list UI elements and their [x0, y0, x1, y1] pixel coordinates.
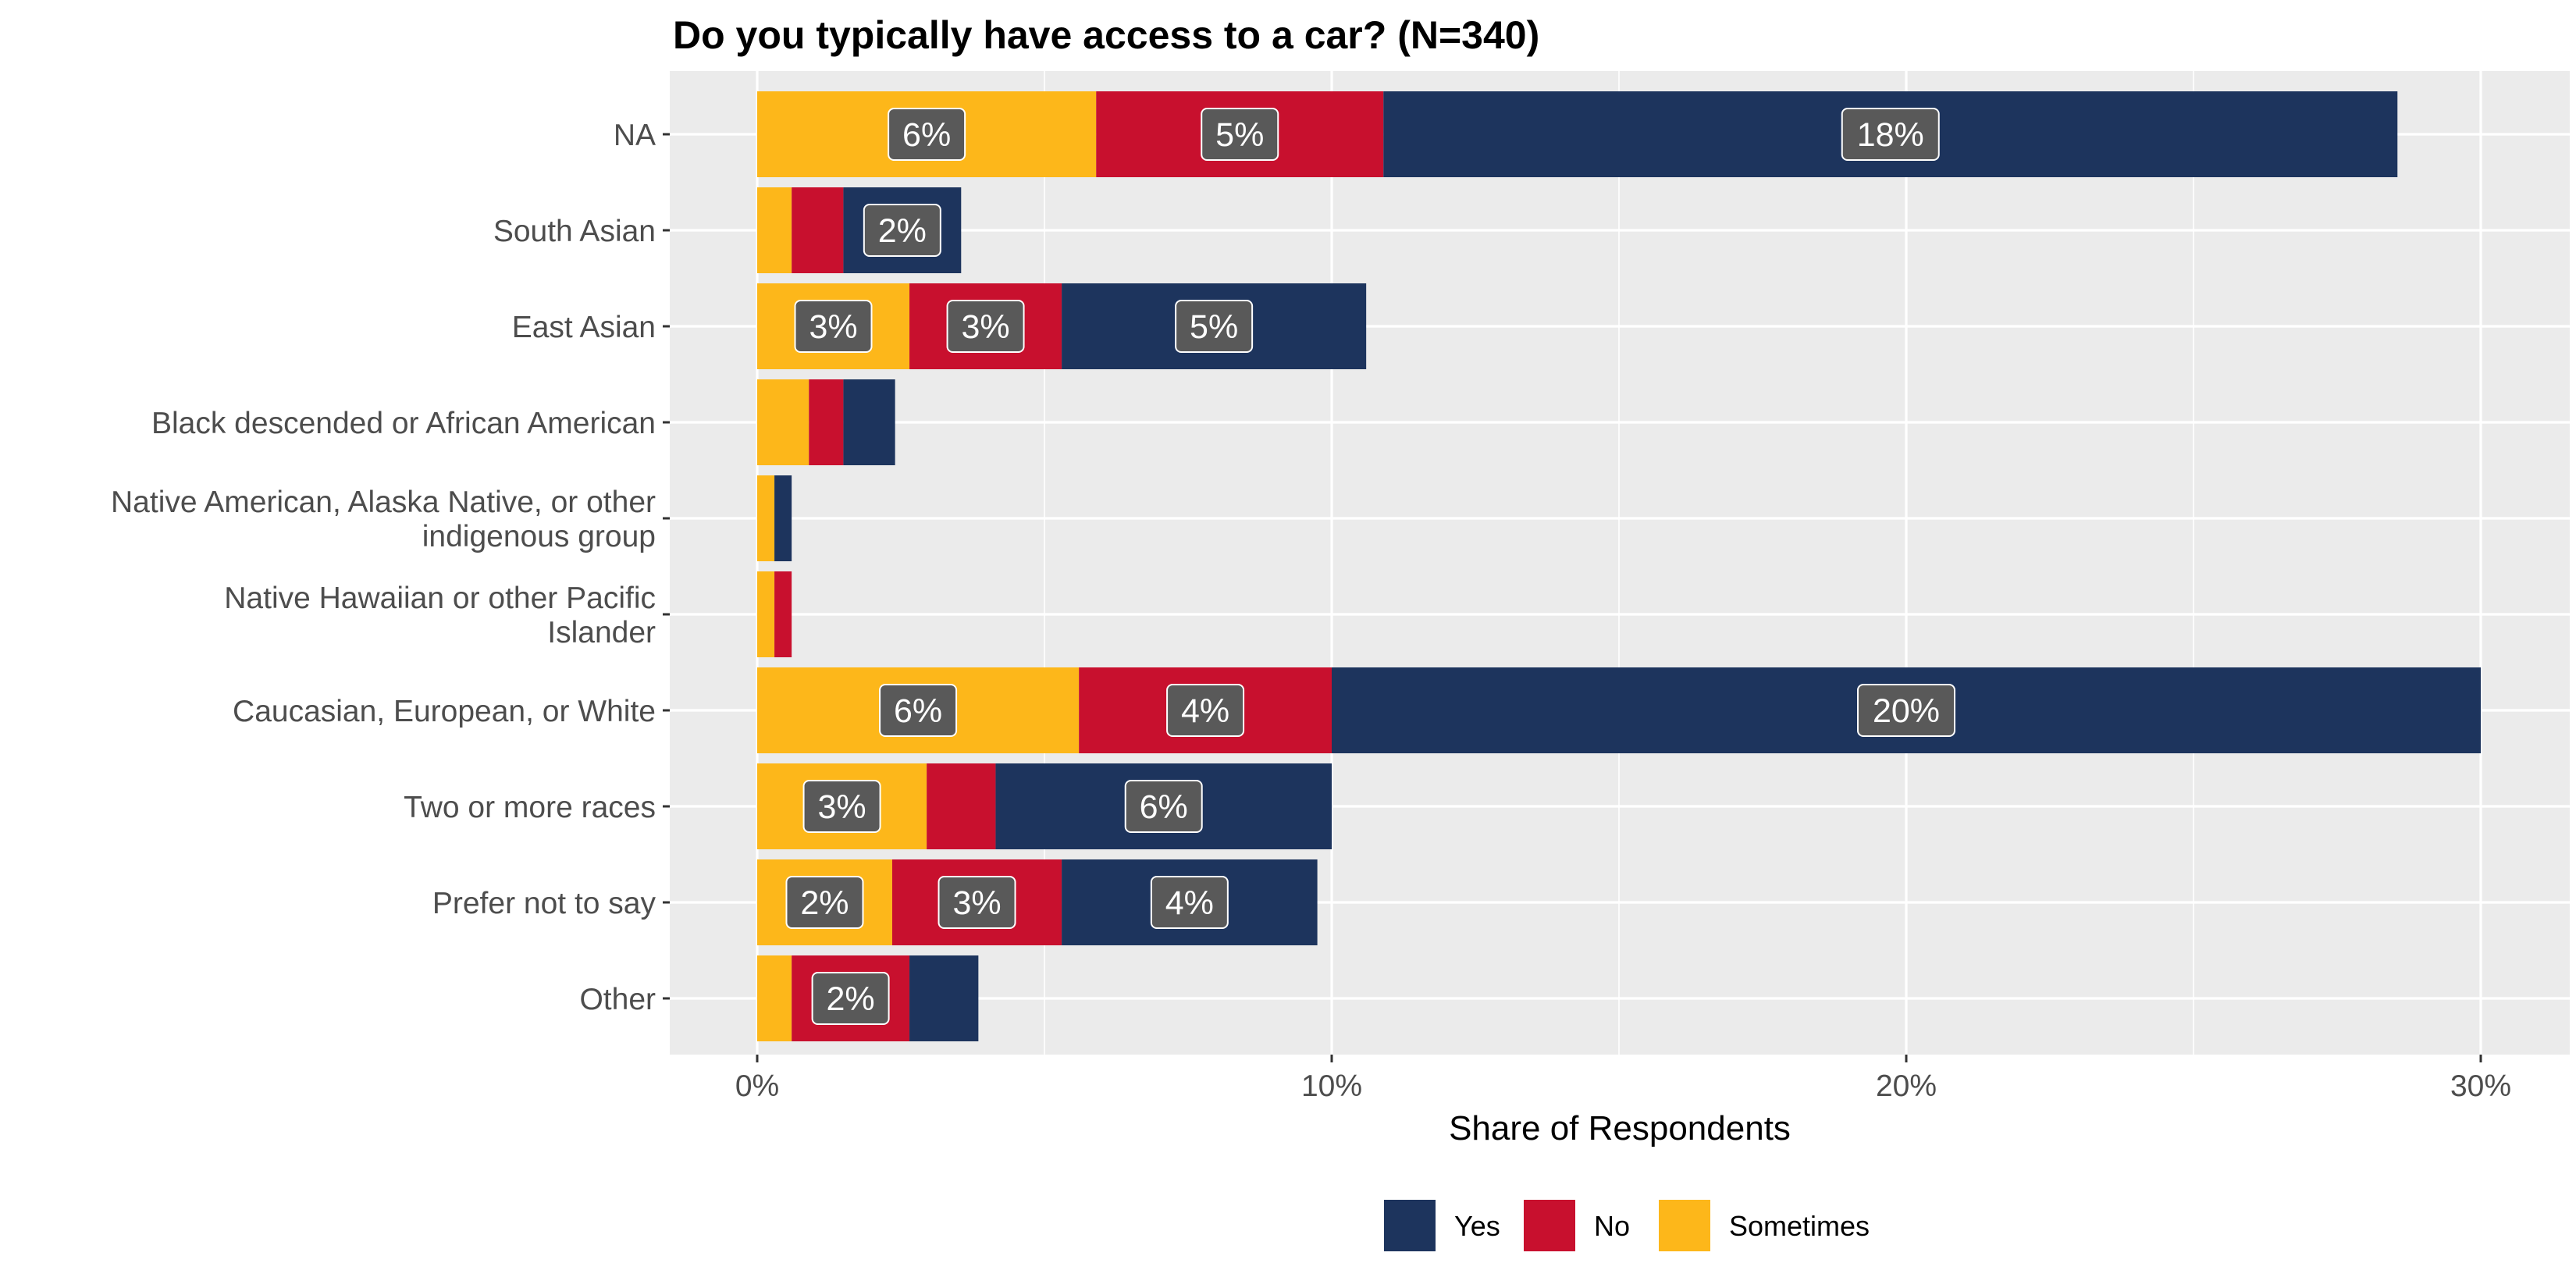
- legend-key-no: [1524, 1200, 1575, 1251]
- data-label: 2%: [800, 884, 849, 922]
- data-label: 18%: [1857, 116, 1924, 154]
- y-tick-label: East Asian: [512, 311, 656, 344]
- data-label-box: [1841, 108, 1940, 161]
- bar-segment-sometimes: [757, 187, 792, 273]
- chart-title: Do you typically have access to a car? (…: [673, 13, 1539, 57]
- data-label-box: [1175, 300, 1254, 353]
- bar-segment-sometimes: [757, 955, 792, 1041]
- bar-segment-no: [927, 763, 996, 849]
- data-label-box: [879, 684, 958, 737]
- y-tick-label: South Asian: [493, 215, 656, 248]
- y-tick-label: Two or more races: [404, 791, 656, 824]
- data-label: 6%: [902, 116, 951, 154]
- legend-label: No: [1594, 1210, 1630, 1242]
- x-tick-label: 20%: [1876, 1069, 1937, 1103]
- legend-label: Yes: [1454, 1210, 1500, 1242]
- data-label-box: [811, 972, 890, 1025]
- y-tick-label: Black descended or African American: [151, 407, 656, 440]
- y-tick-label: Native American, Alaska Native, or other…: [111, 486, 656, 553]
- bar-segment-no: [774, 571, 792, 657]
- bar-segment-yes: [843, 379, 895, 465]
- data-label: 2%: [878, 212, 927, 250]
- x-axis: 0% 10% 20% 30%: [735, 1055, 2511, 1103]
- bar-segment-no: [809, 379, 844, 465]
- data-label: 20%: [1873, 692, 1940, 730]
- y-tick-label: NA: [614, 119, 656, 152]
- data-label-box: [785, 876, 864, 929]
- data-label-box: [863, 204, 941, 257]
- data-label-box: [1150, 876, 1229, 929]
- data-label: 5%: [1190, 308, 1238, 346]
- legend-label: Sometimes: [1729, 1210, 1870, 1242]
- bar-segment-yes: [909, 955, 979, 1041]
- data-label-box: [1201, 108, 1279, 161]
- data-label-box: [888, 108, 966, 161]
- x-tick-label: 0%: [735, 1069, 779, 1103]
- data-label: 4%: [1181, 692, 1229, 730]
- data-label-box: [1124, 780, 1203, 833]
- legend-key-yes: [1384, 1200, 1436, 1251]
- data-label: 5%: [1215, 116, 1264, 154]
- legend-key-sometimes: [1659, 1200, 1710, 1251]
- x-tick-label: 10%: [1301, 1069, 1362, 1103]
- y-tick-label: Caucasian, European, or White: [233, 695, 656, 728]
- data-label: 3%: [961, 308, 1009, 346]
- x-tick-label: 30%: [2450, 1069, 2511, 1103]
- segment-labels: 6% 5% 18% 2% 3% 3% 5% 6% 4% 20% 3% 6% 2% 3% 4% 2%: [785, 108, 1955, 1025]
- bar-segment-no: [792, 187, 844, 273]
- data-label: 3%: [952, 884, 1001, 922]
- y-tick-label: Prefer not to say: [432, 887, 656, 920]
- y-tick-label: Native Hawaiian or other Pacific Islander: [224, 582, 656, 649]
- data-label: 3%: [817, 788, 866, 826]
- bar-segment-sometimes: [757, 379, 809, 465]
- bar-segment-sometimes: [757, 475, 775, 561]
- x-axis-title: Share of Respondents: [1449, 1109, 1791, 1147]
- legend: Yes No Sometimes: [1384, 1200, 1870, 1251]
- data-label: 6%: [894, 692, 942, 730]
- bar-segment-sometimes: [757, 571, 775, 657]
- bar-segment-yes: [774, 475, 792, 561]
- data-label: 6%: [1140, 788, 1188, 826]
- data-label-box: [1857, 684, 1955, 737]
- data-label-box: [1166, 684, 1245, 737]
- data-label-box: [794, 300, 873, 353]
- data-label: 4%: [1165, 884, 1214, 922]
- y-tick-label: Other: [579, 983, 656, 1016]
- data-label-box: [802, 780, 881, 833]
- data-label-box: [938, 876, 1016, 929]
- data-label: 3%: [809, 308, 857, 346]
- data-label: 2%: [827, 980, 875, 1018]
- y-axis: NA South Asian East Asian Black descended o…: [111, 119, 670, 1016]
- data-label-box: [946, 300, 1025, 353]
